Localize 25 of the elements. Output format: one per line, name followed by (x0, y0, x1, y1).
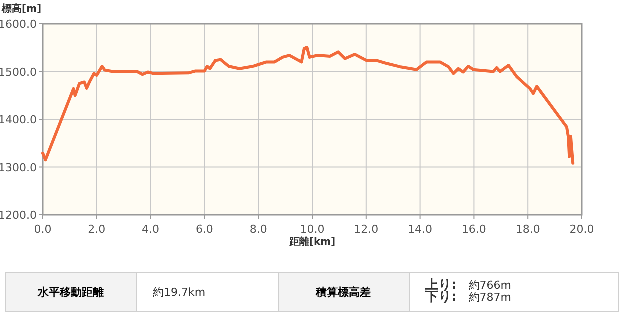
y-axis-title: 標高[m] (1, 3, 42, 15)
text: 約787m (468, 291, 512, 304)
x-tick-label: 6.0 (196, 223, 214, 236)
line-series (42, 46, 575, 165)
y-tick-label: 1200.0 (0, 209, 37, 222)
text: 約766m (468, 279, 512, 292)
y-tick-label: 1400.0 (0, 114, 37, 126)
x-axis-title: 距離[km] (288, 236, 336, 248)
x-tick-label: 4.0 (142, 223, 160, 236)
text: 約19.7km (153, 286, 206, 298)
x-tick-label: 2.0 (88, 223, 106, 236)
text: 下り: (426, 290, 457, 305)
x-tick-label: 10.0 (300, 223, 325, 236)
x-tick-label: 20.0 (570, 223, 594, 236)
text: 積算標高差 (316, 286, 372, 298)
x-tick-label: 14.0 (408, 223, 433, 236)
text: 水平移動距離 (38, 286, 104, 298)
x-tick-label: 8.0 (250, 223, 268, 236)
x-tick-label: 0.0 (34, 223, 52, 236)
y-tick-label: 1300.0 (0, 161, 37, 174)
y-tick-label: 1500.0 (0, 66, 37, 79)
x-tick-label: 16.0 (462, 223, 486, 236)
y-tick-label: 1600.0 (0, 18, 37, 31)
x-tick-label: 18.0 (516, 223, 540, 236)
x-tick-label: 12.0 (354, 223, 379, 236)
